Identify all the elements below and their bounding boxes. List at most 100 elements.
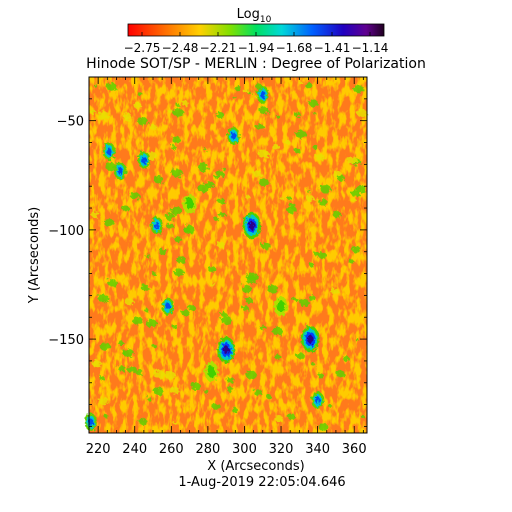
y-tick-label: −100 [48,224,84,239]
texture-speckle [188,305,196,311]
timestamp: 1-Aug-2019 22:05:04.646 [178,475,345,490]
texture-speckle [288,202,296,208]
texture-speckle [183,225,195,234]
texture-speckle [153,176,164,184]
texture-speckle [261,242,271,250]
texture-speckle [245,298,253,304]
texture-speckle [275,415,283,422]
texture-speckle [181,100,189,106]
feature-contour [248,221,255,230]
texture-speckle [121,205,130,212]
x-tick-label: 340 [305,442,330,457]
texture-speckle [216,112,225,119]
x-tick-label: 280 [195,442,220,457]
texture-speckle [351,246,361,253]
texture-speckle [295,298,300,302]
texture-speckle [351,190,360,197]
texture-speckle [138,418,148,426]
texture-speckle [306,189,311,193]
polarization-feature [137,151,150,169]
chart-title: Hinode SOT/SP - MERLIN : Degree of Polar… [86,56,426,72]
texture-speckle [360,415,365,418]
texture-speckle [235,86,242,92]
y-axis-label: Y (Arcseconds) [27,207,42,304]
texture-speckle [315,153,325,161]
texture-speckle [313,251,320,257]
texture-speckle [312,144,319,150]
texture-speckle [132,316,143,325]
x-tick-label: 240 [122,442,147,457]
colorbar-ticks: −2.75 −2.48 −2.21 −1.94 −1.68 −1.41 −1.14 [124,32,389,55]
texture-speckle [291,297,296,301]
feature-contour [277,300,285,313]
texture-speckle [165,213,175,221]
texture-speckle [327,404,332,408]
texture-speckle [137,92,143,97]
texture-speckle [276,115,281,119]
texture-speckle [320,184,332,194]
feature-contour [207,366,216,378]
texture-speckle [284,140,291,145]
texture-speckle [287,196,292,200]
feature-contour [154,221,160,230]
feature-contour [260,90,266,99]
x-tick-label: 300 [232,442,257,457]
colorbar-tick-label: −1.41 [314,41,351,55]
texture-speckle [215,170,224,178]
texture-speckle [299,299,310,307]
texture-speckle [151,344,157,348]
texture-speckle [197,162,209,172]
texture-speckle [135,369,143,375]
texture-speckle [266,394,272,399]
texture-speckle [210,282,216,287]
polarization-feature [204,361,219,382]
feature-contour [141,156,147,164]
polarization-feature [161,297,174,316]
texture-speckle [220,311,227,317]
texture-speckle [242,306,249,312]
texture-speckle [124,298,134,306]
texture-speckle [253,389,263,396]
texture-speckle [107,279,117,287]
feature-contour [307,334,314,344]
polarization-feature [114,162,127,180]
x-axis-label: X (Arcseconds) [207,459,304,474]
texture-speckle [347,156,358,165]
texture-speckle [342,355,350,361]
texture-speckle [258,149,269,159]
texture-speckle [190,382,201,391]
feature-contour [165,302,171,310]
texture-speckle [286,206,297,214]
texture-speckle [94,84,98,88]
texture-speckle [226,377,235,384]
texture-speckle [176,256,187,264]
texture-speckle [149,124,157,130]
texture-speckle [169,386,180,394]
texture-speckle [127,365,137,373]
texture-speckle [218,211,226,218]
polarization-feature [84,413,97,431]
texture-speckle [153,386,164,395]
plot-frame [88,76,368,434]
heatmap-image [84,77,367,433]
texture-speckle [144,308,149,312]
texture-speckle [222,167,227,171]
texture-speckle [294,148,302,154]
feature-contour [315,396,321,404]
texture-speckle [335,370,345,378]
texture-speckle [355,185,366,193]
texture-speckle [245,275,257,284]
polarization-feature [274,296,288,317]
texture-speckle [159,248,168,256]
texture-speckle [172,324,179,329]
texture-speckle [216,241,225,248]
feature-contour [88,418,94,426]
texture-speckle [168,109,173,114]
colorbar-tick-label: −1.14 [352,41,389,55]
texture-speckle [294,112,301,118]
texture-speckle [306,195,315,202]
texture-speckle [348,259,354,264]
x-tick-label: 260 [159,442,184,457]
x-tick-label: 320 [269,442,294,457]
texture-speckle [118,365,126,372]
